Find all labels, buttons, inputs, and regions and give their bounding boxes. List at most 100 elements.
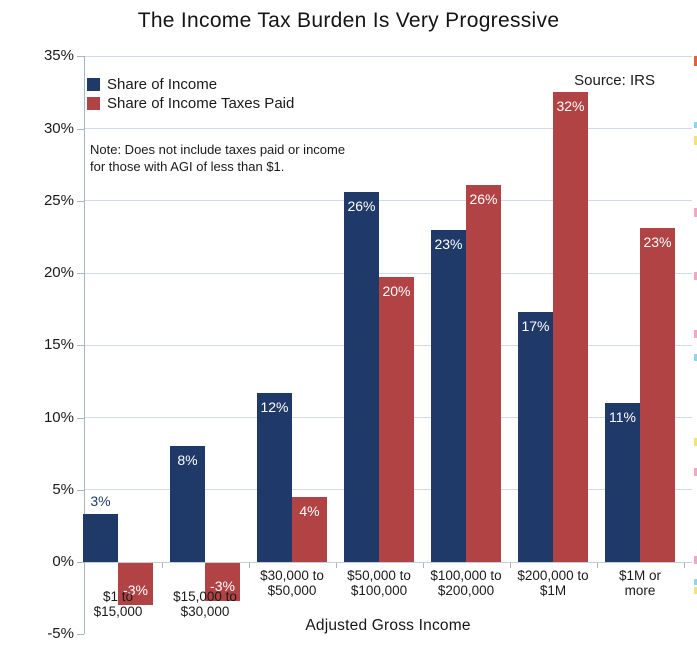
income-bar (518, 312, 553, 562)
right-edge-artifact-mark (694, 579, 697, 585)
right-edge-artifact-mark (694, 330, 697, 338)
right-edge-artifact-mark (694, 122, 697, 128)
gridline (85, 272, 692, 274)
right-edge-artifact-mark (694, 468, 697, 476)
y-axis-tick (77, 634, 84, 636)
y-tick-label: 25% (43, 191, 74, 209)
note-line-2: for those with AGI of less than $1. (90, 159, 285, 174)
gridline (85, 200, 692, 202)
y-tick-label: 5% (52, 480, 74, 498)
chart-note: Note: Does not include taxes paid or inc… (90, 141, 345, 175)
category-label: $1M or more (595, 568, 685, 598)
y-tick-label: 10% (43, 408, 74, 426)
legend-item-share-of-taxes-paid: Share of Income Taxes Paid (87, 94, 294, 113)
taxes-paid-bar (640, 228, 675, 562)
x-axis-tick (161, 563, 163, 568)
y-axis-tick (77, 273, 84, 274)
category-label-line: $200,000 to (517, 568, 589, 583)
y-axis-line (84, 56, 85, 635)
x-axis-tick (422, 563, 424, 568)
category-label-line: $200,000 (437, 583, 495, 598)
chart-title: The Income Tax Burden Is Very Progressiv… (137, 9, 560, 32)
right-edge-artifact-mark (694, 354, 697, 361)
legend-swatch-red-icon (87, 97, 100, 110)
category-label-line: $30,000 (180, 604, 230, 619)
right-edge-artifact-mark (694, 56, 697, 66)
category-label-line: $1M or (618, 568, 662, 583)
legend-swatch-blue-icon (87, 78, 100, 91)
category-label: $30,000 to $50,000 (247, 568, 337, 598)
y-tick-label: 0% (52, 553, 74, 570)
right-edge-artifact-mark (694, 272, 697, 280)
x-axis-zero-line (85, 562, 692, 563)
category-label: $15,000 to $30,000 (160, 589, 250, 619)
legend-label: Share of Income (107, 76, 218, 93)
right-edge-artifact-mark (694, 208, 697, 217)
right-edge-artifact-mark (694, 136, 697, 145)
income-bar (431, 229, 466, 562)
right-edge-artifact-mark (694, 438, 697, 446)
category-label-line: $50,000 to (347, 568, 411, 583)
category-label: $50,000 to $100,000 (334, 568, 424, 598)
bar-value-label: 26% (469, 190, 498, 207)
bar-value-label: 4% (299, 502, 320, 519)
taxes-paid-bar (553, 92, 588, 562)
y-tick-label: -5% (47, 625, 74, 643)
y-tick-label: 30% (43, 119, 74, 137)
taxes-paid-bar (292, 496, 327, 562)
income-bar (170, 446, 205, 562)
y-axis-tick (77, 128, 84, 130)
income-bar (83, 514, 118, 562)
y-tick-label: 15% (43, 336, 74, 354)
category-label-line: $50,000 (267, 583, 317, 598)
bar-value-label: 3% (90, 493, 111, 510)
category-label: $1 to $15,000 (73, 589, 163, 619)
y-axis-tick (77, 345, 84, 347)
y-axis-tick (77, 56, 84, 58)
income-bar (344, 192, 379, 562)
y-axis-tick (77, 417, 84, 419)
gridline (85, 55, 692, 57)
gridline (85, 128, 692, 129)
category-label: $200,000 to $1M (508, 568, 598, 598)
bar-value-label: 23% (434, 235, 463, 252)
income-bar (257, 392, 292, 562)
taxes-paid-bar (205, 563, 240, 601)
bar-value-label: 17% (521, 318, 550, 334)
category-label-line: $15,000 to (173, 589, 237, 604)
y-axis-tick (77, 489, 84, 491)
x-axis-tick (248, 563, 250, 568)
bar-value-label: 23% (643, 234, 672, 251)
right-edge-artifact-mark (694, 587, 697, 594)
category-label-line: $1M (539, 583, 567, 598)
bar-value-label: 12% (260, 398, 289, 415)
income-bar (605, 403, 640, 562)
taxes-paid-bar (379, 277, 414, 562)
category-label-line: $1 to (102, 589, 134, 604)
y-tick-label: 35% (43, 47, 74, 65)
y-axis-tick (77, 562, 84, 563)
taxes-paid-bar (466, 184, 501, 562)
category-label-line: $100,000 (350, 583, 408, 598)
legend-item-share-of-income: Share of Income (87, 75, 294, 94)
y-tick-label: 20% (43, 264, 74, 281)
bar-value-label: 8% (177, 452, 198, 469)
category-label-line: $100,000 to (430, 568, 502, 583)
category-label-line: $30,000 to (260, 568, 324, 583)
x-axis-tick (683, 563, 685, 568)
category-label-line: more (624, 583, 656, 598)
legend-label: Share of Income Taxes Paid (107, 95, 295, 112)
category-label-line: $15,000 (93, 604, 143, 619)
bar-value-label: 20% (382, 283, 411, 300)
taxes-paid-bar (118, 563, 153, 605)
y-axis-tick (77, 200, 84, 202)
x-axis-tick (335, 563, 337, 568)
category-label: $100,000 to $200,000 (421, 568, 511, 598)
bar-value-label: 32% (556, 98, 585, 115)
bar-value-label: -3% (123, 581, 148, 598)
bar-value-label: 26% (347, 198, 376, 215)
note-line-1: Note: Does not include taxes paid or inc… (90, 142, 346, 157)
right-edge-artifact-mark (694, 556, 697, 564)
legend: Share of Income Share of Income Taxes Pa… (87, 75, 294, 113)
